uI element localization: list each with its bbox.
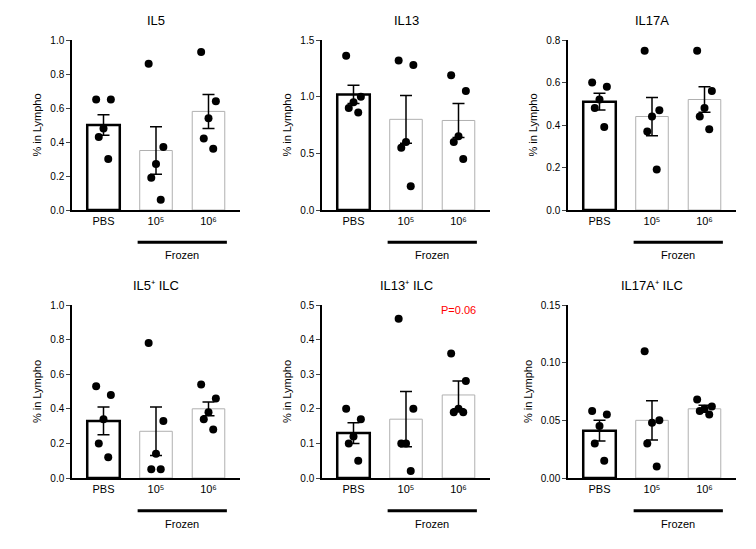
svg-text:0.6: 0.6 [50, 369, 64, 380]
svg-text:Frozen: Frozen [165, 518, 199, 530]
svg-text:PBS: PBS [92, 483, 114, 495]
svg-text:0.2: 0.2 [300, 403, 314, 414]
svg-text:0.2: 0.2 [546, 162, 560, 173]
svg-text:Frozen: Frozen [661, 249, 695, 261]
svg-text:10⁶: 10⁶ [450, 483, 467, 495]
svg-text:1.0: 1.0 [50, 300, 64, 311]
svg-text:PBS: PBS [342, 215, 364, 227]
svg-text:10⁵: 10⁵ [398, 215, 415, 227]
svg-text:0.15: 0.15 [541, 300, 561, 311]
svg-text:0.6: 0.6 [546, 77, 560, 88]
svg-text:Frozen: Frozen [165, 249, 199, 261]
svg-text:10⁵: 10⁵ [644, 215, 661, 227]
svg-text:10⁵: 10⁵ [398, 483, 415, 495]
svg-text:0.10: 0.10 [541, 357, 561, 368]
svg-text:0.0: 0.0 [300, 205, 314, 216]
svg-text:10⁶: 10⁶ [200, 483, 217, 495]
svg-text:0.2: 0.2 [50, 171, 64, 182]
svg-text:0.5: 0.5 [300, 300, 314, 311]
svg-text:1.5: 1.5 [300, 35, 314, 46]
svg-text:0.8: 0.8 [50, 334, 64, 345]
svg-text:0.6: 0.6 [50, 103, 64, 114]
svg-text:IL5: IL5 [147, 13, 165, 28]
svg-text:0.0: 0.0 [50, 473, 64, 484]
svg-text:0.2: 0.2 [50, 438, 64, 449]
svg-text:10⁵: 10⁵ [644, 483, 661, 495]
svg-text:P=0.06: P=0.06 [441, 304, 476, 316]
svg-text:10⁵: 10⁵ [148, 483, 165, 495]
svg-text:10⁶: 10⁶ [450, 215, 467, 227]
svg-text:PBS: PBS [92, 215, 114, 227]
svg-text:0.8: 0.8 [50, 69, 64, 80]
svg-text:0.4: 0.4 [546, 120, 560, 131]
svg-text:PBS: PBS [588, 215, 610, 227]
svg-text:Frozen: Frozen [415, 249, 449, 261]
svg-text:10⁶: 10⁶ [200, 215, 217, 227]
svg-text:1.0: 1.0 [300, 91, 314, 102]
svg-text:0.4: 0.4 [50, 137, 64, 148]
svg-text:10⁶: 10⁶ [696, 215, 713, 227]
svg-text:0.0: 0.0 [300, 473, 314, 484]
svg-text:0.4: 0.4 [300, 334, 314, 345]
svg-text:1.0: 1.0 [50, 35, 64, 46]
svg-text:IL13⁺ ILC: IL13⁺ ILC [380, 278, 433, 293]
svg-text:10⁵: 10⁵ [148, 215, 165, 227]
svg-text:0.0: 0.0 [50, 205, 64, 216]
svg-text:0.4: 0.4 [50, 403, 64, 414]
svg-text:% in Lympho: % in Lympho [31, 93, 43, 156]
svg-text:% in Lympho: % in Lympho [281, 93, 293, 156]
svg-text:IL17A⁺ ILC: IL17A⁺ ILC [621, 278, 683, 293]
svg-text:0.00: 0.00 [541, 473, 561, 484]
svg-text:0.5: 0.5 [300, 148, 314, 159]
svg-text:IL5⁺ ILC: IL5⁺ ILC [133, 278, 179, 293]
svg-text:% in Lympho: % in Lympho [31, 360, 43, 423]
svg-text:PBS: PBS [588, 483, 610, 495]
svg-text:0.05: 0.05 [541, 415, 561, 426]
svg-text:Frozen: Frozen [415, 518, 449, 530]
svg-text:Frozen: Frozen [661, 518, 695, 530]
svg-text:% in Lympho: % in Lympho [281, 360, 293, 423]
svg-text:0.8: 0.8 [546, 35, 560, 46]
svg-text:0.3: 0.3 [300, 369, 314, 380]
svg-text:IL13: IL13 [394, 13, 419, 28]
svg-text:0.1: 0.1 [300, 438, 314, 449]
svg-text:% in Lympho: % in Lympho [522, 360, 534, 423]
svg-text:IL17A: IL17A [635, 13, 669, 28]
svg-text:% in Lympho: % in Lympho [527, 93, 539, 156]
svg-text:10⁶: 10⁶ [696, 483, 713, 495]
svg-text:PBS: PBS [342, 483, 364, 495]
svg-text:0.0: 0.0 [546, 205, 560, 216]
